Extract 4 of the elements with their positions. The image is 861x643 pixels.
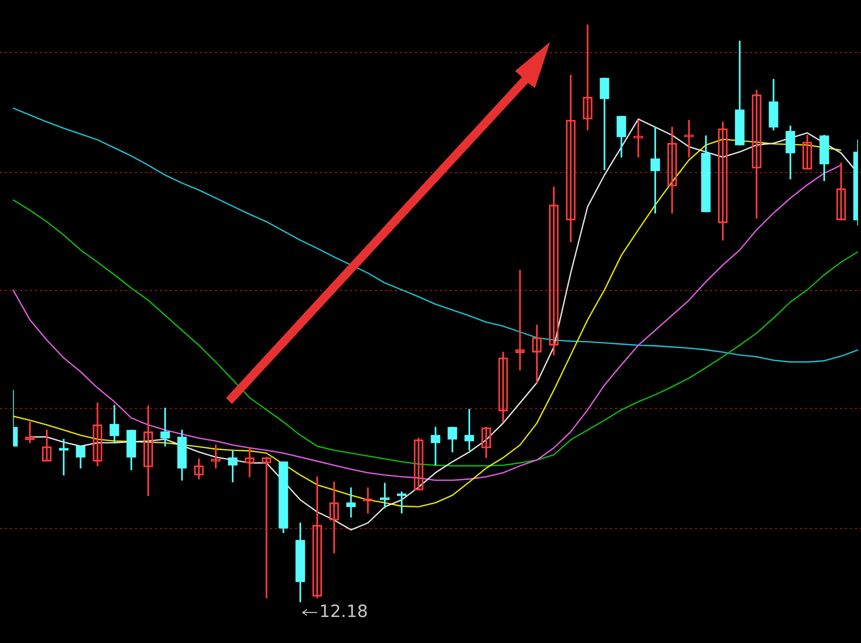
candlestick (430, 426, 440, 466)
candlestick (600, 78, 610, 170)
annotation: 12.18 (319, 602, 368, 622)
candlestick (346, 487, 356, 518)
